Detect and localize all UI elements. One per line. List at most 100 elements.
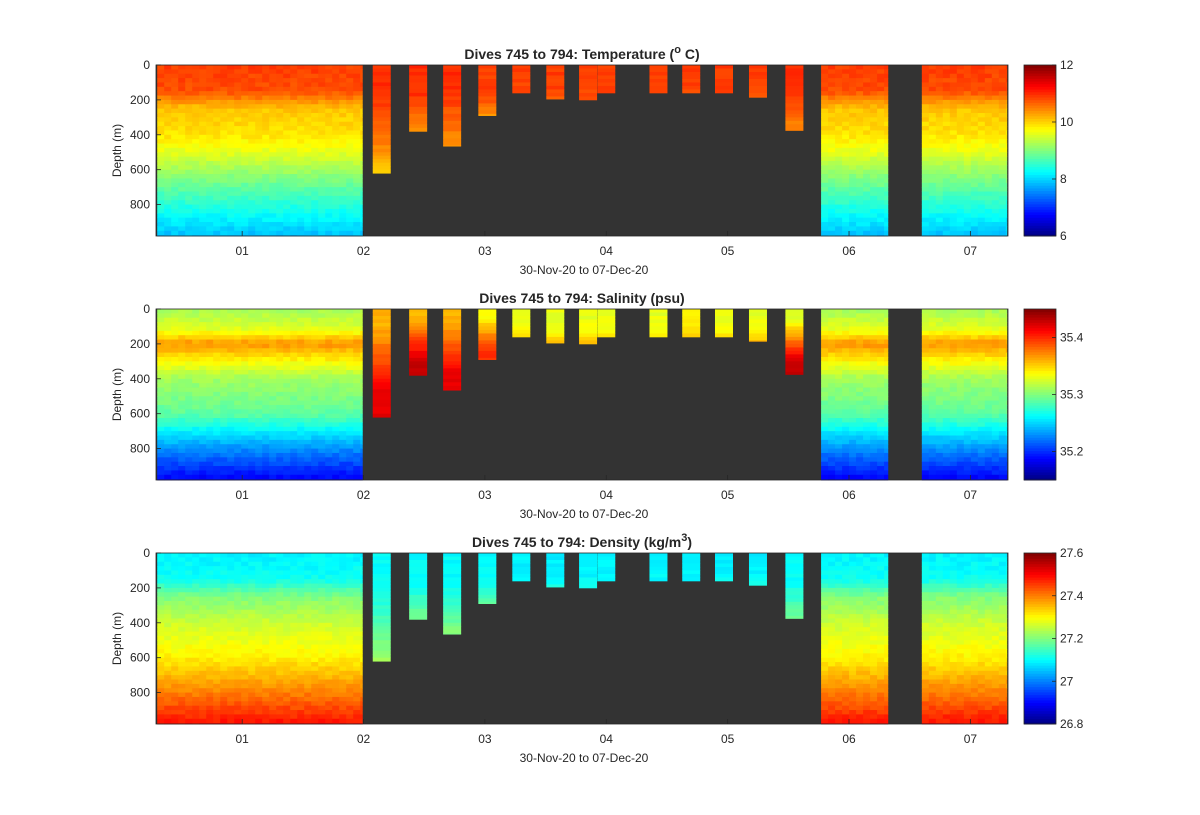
heatmap-cell [870, 352, 878, 358]
heatmap-cell [164, 200, 172, 205]
heatmap-cell [199, 435, 207, 441]
heatmap-cell [227, 374, 235, 380]
heatmap-cell [935, 400, 944, 406]
heatmap-cell [297, 326, 305, 332]
heatmap-cell [842, 400, 850, 406]
heatmap-cell [942, 466, 951, 471]
heatmap-cell [178, 78, 186, 83]
heatmap-cell [991, 217, 1000, 223]
heatmap-cell [353, 169, 361, 175]
heatmap-cell [828, 204, 836, 210]
heatmap-cell [828, 400, 836, 406]
heatmap-cell [227, 126, 235, 131]
heatmap-cell [346, 326, 354, 332]
heatmap-cell [206, 169, 214, 175]
heatmap-cell [199, 200, 207, 205]
heatmap-cell [921, 112, 930, 118]
heatmap-cell [956, 378, 965, 384]
heatmap-cell [255, 82, 263, 88]
heatmap-cell [942, 361, 951, 367]
heatmap-cell [241, 426, 249, 432]
heatmap-cell [884, 378, 889, 384]
heatmap-cell [318, 466, 326, 471]
heatmap-cell [863, 130, 871, 136]
heatmap-cell [185, 191, 193, 197]
heatmap-cell [1005, 95, 1008, 101]
heatmap-cell [164, 217, 172, 223]
heatmap-cell [991, 439, 1000, 445]
heatmap-cell [870, 69, 878, 75]
heatmap-cell [290, 444, 298, 449]
heatmap-cell [178, 435, 186, 441]
heatmap-cell [409, 364, 428, 369]
heatmap-cell [884, 330, 889, 336]
heatmap-cell [942, 313, 951, 319]
heatmap-cell [199, 182, 207, 188]
heatmap-cell [870, 348, 878, 354]
heatmap-cell [353, 444, 361, 449]
heatmap-cell [171, 435, 179, 441]
heatmap-cell [863, 370, 871, 375]
heatmap-cell [991, 112, 1000, 118]
heatmap-cell [332, 143, 340, 149]
heatmap-cell [304, 91, 312, 96]
heatmap-cell [171, 309, 179, 314]
heatmap-cell [276, 470, 284, 476]
heatmap-cell [283, 78, 291, 83]
heatmap-cell [928, 378, 937, 384]
heatmap-cell [963, 104, 972, 110]
heatmap-cell [956, 156, 965, 162]
heatmap-cell [171, 156, 179, 162]
heatmap-cell [283, 195, 291, 201]
heatmap-cell [977, 387, 986, 393]
heatmap-cell [748, 82, 767, 87]
heatmap-cell [991, 108, 1000, 114]
heatmap-cell [213, 313, 221, 319]
heatmap-cell [835, 160, 843, 166]
heatmap-cell [828, 230, 836, 236]
heatmap-cell [984, 134, 993, 140]
heatmap-cell [171, 230, 179, 236]
heatmap-cell [290, 65, 298, 70]
heatmap-cell [409, 312, 428, 317]
heatmap-cell [842, 200, 850, 205]
heatmap-cell [849, 226, 857, 232]
heatmap-cell [332, 160, 340, 166]
heatmap-cell [984, 339, 993, 345]
heatmap-cell [842, 217, 850, 223]
heatmap-cell [171, 99, 179, 105]
heatmap-cell [991, 204, 1000, 210]
heatmap-cell [199, 339, 207, 345]
heatmap-cell [963, 226, 972, 232]
heatmap-cell [546, 85, 565, 90]
heatmap-cell [269, 86, 277, 92]
heatmap-cell [234, 474, 242, 480]
heatmap-cell [409, 336, 428, 341]
heatmap-cell [220, 73, 228, 79]
heatmap-cell [353, 208, 361, 214]
heatmap-cell [164, 439, 172, 445]
heatmap-cell [171, 152, 179, 157]
heatmap-cell [884, 174, 889, 179]
heatmap-cell [164, 557, 172, 563]
heatmap-cell [478, 85, 497, 90]
heatmap-cell [870, 213, 878, 219]
heatmap-cell [921, 134, 930, 140]
heatmap-cell [262, 387, 270, 393]
heatmap-cell [178, 653, 186, 659]
heatmap-cell [360, 339, 363, 345]
heatmap-cell [178, 374, 186, 380]
heatmap-cell [171, 313, 179, 319]
heatmap-cell [262, 65, 270, 70]
heatmap-cell [339, 378, 347, 384]
heatmap-cell [970, 191, 979, 197]
heatmap-cell [1005, 174, 1008, 179]
heatmap-cell [311, 117, 319, 123]
heatmap-cell [512, 309, 531, 313]
heatmap-cell [1005, 448, 1008, 454]
heatmap-cell [318, 191, 326, 197]
heatmap-cell [297, 348, 305, 354]
heatmap-cell [828, 426, 836, 432]
heatmap-cell [849, 339, 857, 345]
heatmap-cell [928, 147, 937, 153]
